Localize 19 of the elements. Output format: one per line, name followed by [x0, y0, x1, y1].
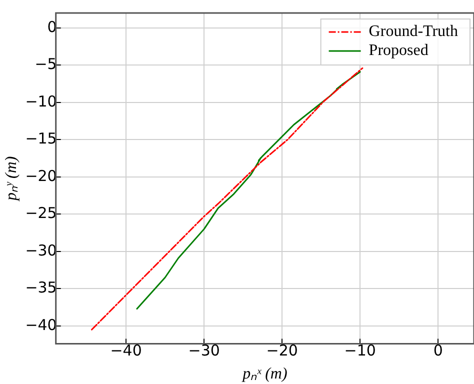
y-tick-label: −35: [25, 278, 57, 297]
y-tick-label: −40: [25, 316, 57, 334]
x-tick-label: −20: [266, 342, 298, 360]
y-tick-label: −10: [25, 92, 57, 110]
x-tick-label: −10: [344, 342, 376, 360]
y-tick-label: −15: [25, 130, 57, 148]
y-tick-label: 0: [47, 18, 57, 36]
legend-label: Proposed: [368, 42, 428, 60]
x-tick-label: 0: [433, 342, 443, 360]
x-tick-label: −40: [110, 342, 142, 360]
y-axis-title: pₙʸ (m): [2, 156, 20, 202]
y-tick-label: −20: [25, 166, 57, 185]
y-tick-label: −5: [34, 55, 57, 74]
x-tick-label: −30: [188, 342, 220, 360]
y-tick-label: −30: [25, 241, 57, 260]
legend-label: Ground-Truth: [368, 23, 458, 40]
x-axis-title: pₙˣ (m): [242, 366, 288, 383]
line-series: [90, 67, 364, 330]
y-tick-label: −25: [25, 204, 57, 222]
